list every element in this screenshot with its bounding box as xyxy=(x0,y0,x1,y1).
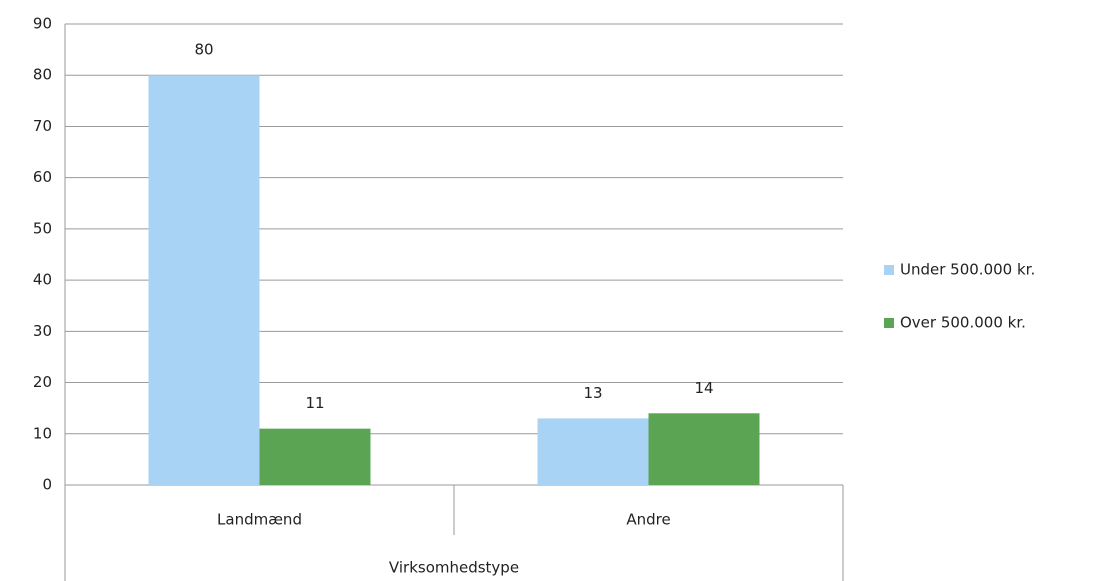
bar xyxy=(537,418,649,485)
x-axis-title: Virksomhedstype xyxy=(389,559,519,577)
y-tick-label: 0 xyxy=(42,476,52,494)
y-tick-label: 50 xyxy=(33,219,52,237)
legend-swatch xyxy=(884,265,894,275)
x-tick-label: Andre xyxy=(626,511,670,529)
data-label: 11 xyxy=(305,394,324,412)
bar xyxy=(148,75,260,485)
y-tick-label: 70 xyxy=(33,117,52,135)
y-tick-label: 90 xyxy=(33,15,52,33)
y-tick-label: 10 xyxy=(33,424,52,442)
x-tick-label: Landmænd xyxy=(217,511,302,529)
y-tick-label: 80 xyxy=(33,66,52,84)
bar xyxy=(648,413,760,485)
y-tick-label: 40 xyxy=(33,271,52,289)
data-label: 80 xyxy=(194,41,213,59)
data-label: 13 xyxy=(583,384,602,402)
y-tick-label: 60 xyxy=(33,168,52,186)
y-tick-label: 30 xyxy=(33,322,52,340)
data-label: 14 xyxy=(694,379,713,397)
legend-label: Under 500.000 kr. xyxy=(900,261,1035,279)
legend-swatch xyxy=(884,318,894,328)
y-tick-label: 20 xyxy=(33,373,52,391)
bar xyxy=(259,428,371,485)
legend-label: Over 500.000 kr. xyxy=(900,314,1026,332)
